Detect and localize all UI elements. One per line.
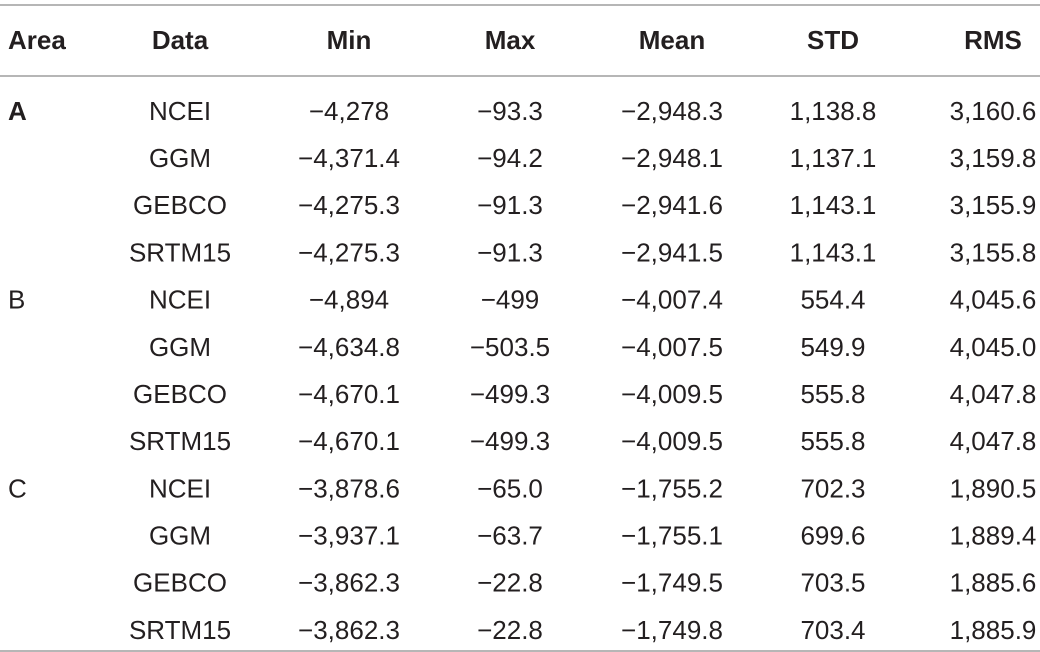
area-label: C <box>8 473 27 503</box>
cell-value: −22.8 <box>477 568 543 598</box>
column-header: Max <box>485 25 536 55</box>
cell-value: −4,894 <box>309 285 389 315</box>
cell-value: −1,755.2 <box>621 473 723 503</box>
data-source: SRTM15 <box>129 237 231 267</box>
cell-value: −499.3 <box>470 426 550 456</box>
cell-value: 4,045.0 <box>950 332 1037 362</box>
data-source: GGM <box>149 332 211 362</box>
cell-value: −3,862.3 <box>298 568 400 598</box>
cell-value: 1,143.1 <box>790 237 877 267</box>
cell-value: 554.4 <box>800 285 865 315</box>
cell-value: −1,749.8 <box>621 615 723 645</box>
cell-value: 1,885.6 <box>950 568 1037 598</box>
cell-value: −93.3 <box>477 96 543 126</box>
cell-value: 1,137.1 <box>790 143 877 173</box>
cell-value: −1,749.5 <box>621 568 723 598</box>
cell-value: 1,885.9 <box>950 615 1037 645</box>
column-header: Mean <box>639 25 705 55</box>
cell-value: −4,275.3 <box>298 190 400 220</box>
data-source: GEBCO <box>133 190 227 220</box>
cell-value: −2,948.1 <box>621 143 723 173</box>
column-header: STD <box>807 25 859 55</box>
cell-value: −22.8 <box>477 615 543 645</box>
cell-value: −2,941.5 <box>621 237 723 267</box>
cell-value: −1,755.1 <box>621 520 723 550</box>
cell-value: 703.5 <box>800 568 865 598</box>
cell-value: −4,009.5 <box>621 379 723 409</box>
cell-value: −4,670.1 <box>298 426 400 456</box>
column-header: RMS <box>964 25 1022 55</box>
data-source: GGM <box>149 520 211 550</box>
cell-value: 4,047.8 <box>950 426 1037 456</box>
cell-value: −499 <box>481 285 540 315</box>
cell-value: 1,890.5 <box>950 473 1037 503</box>
data-source: NCEI <box>149 96 211 126</box>
cell-value: −63.7 <box>477 520 543 550</box>
cell-value: −94.2 <box>477 143 543 173</box>
cell-value: −91.3 <box>477 237 543 267</box>
cell-value: −3,937.1 <box>298 520 400 550</box>
cell-value: −4,275.3 <box>298 237 400 267</box>
column-header: Area <box>8 25 66 55</box>
cell-value: 1,138.8 <box>790 96 877 126</box>
cell-value: −4,007.4 <box>621 285 723 315</box>
cell-value: 4,047.8 <box>950 379 1037 409</box>
cell-value: 3,155.9 <box>950 190 1037 220</box>
cell-value: −4,009.5 <box>621 426 723 456</box>
cell-value: −65.0 <box>477 473 543 503</box>
cell-value: 3,160.6 <box>950 96 1037 126</box>
cell-value: 699.6 <box>800 520 865 550</box>
cell-value: −4,278 <box>309 96 389 126</box>
cell-value: −499.3 <box>470 379 550 409</box>
cell-value: 1,143.1 <box>790 190 877 220</box>
cell-value: −4,670.1 <box>298 379 400 409</box>
data-source: GGM <box>149 143 211 173</box>
cell-value: −4,371.4 <box>298 143 400 173</box>
data-source: NCEI <box>149 285 211 315</box>
cell-value: 703.4 <box>800 615 865 645</box>
cell-value: 702.3 <box>800 473 865 503</box>
cell-value: 4,045.6 <box>950 285 1037 315</box>
column-header: Min <box>327 25 372 55</box>
cell-value: −503.5 <box>470 332 550 362</box>
cell-value: −4,007.5 <box>621 332 723 362</box>
data-source: GEBCO <box>133 379 227 409</box>
column-header: Data <box>152 25 209 55</box>
cell-value: −3,862.3 <box>298 615 400 645</box>
cell-value: −3,878.6 <box>298 473 400 503</box>
cell-value: 3,155.8 <box>950 237 1037 267</box>
data-source: SRTM15 <box>129 426 231 456</box>
data-source: NCEI <box>149 473 211 503</box>
data-source: GEBCO <box>133 568 227 598</box>
cell-value: 549.9 <box>800 332 865 362</box>
area-label: B <box>8 285 25 315</box>
cell-value: 1,889.4 <box>950 520 1037 550</box>
cell-value: −91.3 <box>477 190 543 220</box>
cell-value: −2,941.6 <box>621 190 723 220</box>
cell-value: 3,159.8 <box>950 143 1037 173</box>
cell-value: 555.8 <box>800 379 865 409</box>
data-source: SRTM15 <box>129 615 231 645</box>
cell-value: −4,634.8 <box>298 332 400 362</box>
cell-value: 555.8 <box>800 426 865 456</box>
cell-value: −2,948.3 <box>621 96 723 126</box>
area-label: A <box>8 96 27 126</box>
